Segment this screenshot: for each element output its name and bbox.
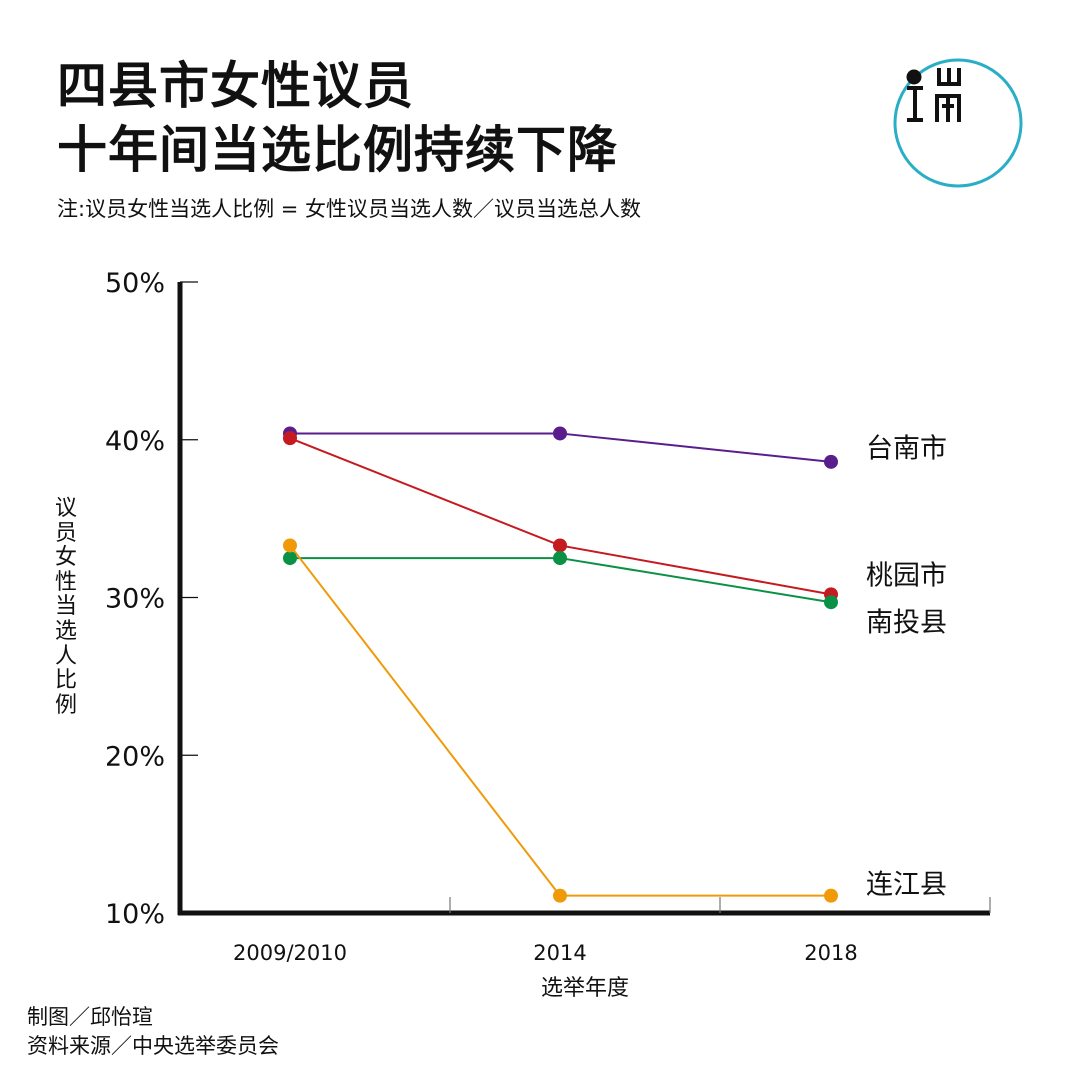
y-tick-label: 50% (105, 268, 165, 299)
data-source: 资料来源／中央选举委员会 (27, 1034, 279, 1058)
y-axis-label: 议员女性当选人比例 (54, 496, 77, 718)
data-point-南投县 (553, 551, 567, 566)
y-tick-label: 10% (105, 899, 165, 930)
x-tick-label: 2018 (804, 941, 857, 965)
data-point-桃园市 (283, 431, 297, 446)
x-tick-label: 2009/2010 (233, 941, 347, 965)
series-label-南投县: 南投县 (866, 608, 947, 639)
data-point-连江县 (824, 888, 838, 903)
x-axis-ticks: 2009/2010 2014 2018 (233, 897, 991, 965)
chart-title-line-1: 四县市女性议员 (57, 57, 414, 115)
chart-title: 四县市女性议员 十年间当选比例持续下降 (57, 54, 618, 182)
y-axis-ticks: 10% 20% 30% 40% 50% (105, 268, 198, 930)
data-point-连江县 (283, 538, 297, 553)
chart-axes (177, 282, 990, 916)
data-point-台南市 (824, 454, 838, 469)
initium-logo-icon (893, 58, 1023, 188)
data-point-桃园市 (553, 538, 567, 553)
series-points (283, 426, 838, 903)
credits: 制图／邱怡瑄 资料来源／中央选举委员会 (27, 1003, 279, 1061)
data-point-台南市 (553, 426, 567, 441)
y-tick-label: 30% (105, 584, 165, 615)
data-point-南投县 (824, 595, 838, 610)
chart-title-line-2: 十年间当选比例持续下降 (57, 121, 618, 179)
series-label-桃园市: 桃园市 (866, 561, 947, 592)
y-tick-label: 20% (105, 741, 165, 772)
x-axis-label: 选举年度 (540, 976, 629, 1001)
series-line-连江县 (289, 544, 831, 897)
chart-author: 制图／邱怡瑄 (27, 1005, 153, 1029)
data-point-南投县 (283, 551, 297, 566)
series-label-连江县: 连江县 (866, 870, 947, 901)
y-tick-label: 40% (105, 426, 165, 457)
series-line-桃园市 (289, 437, 832, 596)
series-lines (289, 432, 832, 897)
data-point-连江县 (553, 888, 567, 903)
chart-note: 注:议员女性当选人比例 = 女性议员当选人数／议员当选总人数 (57, 197, 642, 221)
x-tick-label: 2014 (533, 941, 586, 965)
series-label-台南市: 台南市 (866, 434, 947, 465)
